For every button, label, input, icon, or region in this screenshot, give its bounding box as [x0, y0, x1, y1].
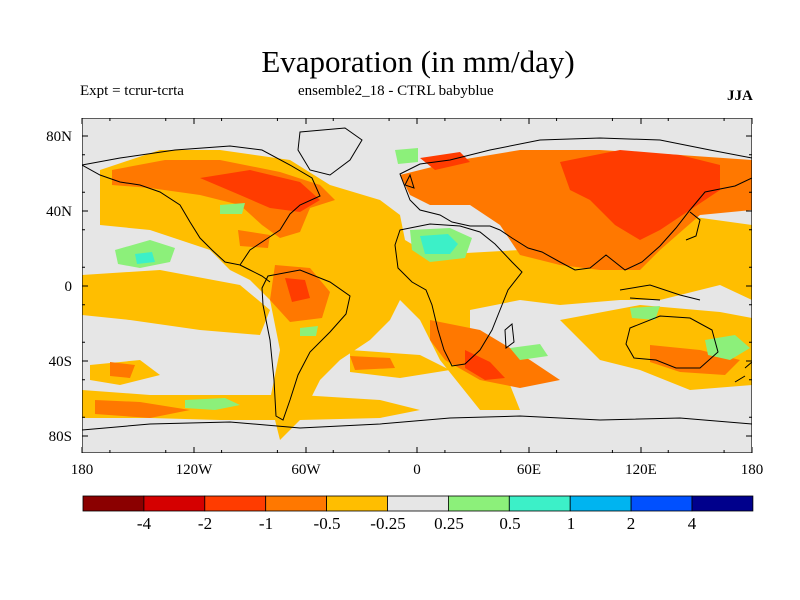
lat-label-80s: 80S	[49, 429, 72, 445]
subtitle-label: ensemble2_18 - CTRL babyblue	[298, 83, 494, 99]
colorbar-label: -0.5	[314, 514, 341, 533]
lon-label-180w: 180	[71, 462, 94, 478]
madagascar-outline	[504, 323, 515, 349]
eurasia-outline	[399, 137, 752, 271]
colorbar-label: -2	[198, 514, 212, 533]
latitude-labels: 80N 40N 0 40S 80S	[46, 129, 72, 445]
axis-ticks	[81, 118, 753, 453]
lat-label-40n: 40N	[46, 204, 72, 220]
colorbar-swatch	[508, 495, 571, 512]
colorbar-swatch	[82, 495, 145, 512]
uk-outline	[404, 173, 415, 189]
japan-outline	[685, 211, 701, 241]
north-america-outline	[82, 145, 321, 266]
experiment-label: Expt = tcrur-tcrta	[80, 83, 184, 99]
longitude-labels: 180 120W 60W 0 60E 120E 180	[71, 462, 764, 478]
colorbar-swatch	[630, 495, 693, 512]
lon-label-60e: 60E	[517, 462, 541, 478]
lat-label-80n: 80N	[46, 129, 72, 145]
map-panel	[82, 118, 752, 453]
lon-label-120w: 120W	[176, 462, 214, 478]
greenland-outline	[297, 127, 363, 176]
contour-field-red	[200, 150, 720, 380]
colorbar-label: 1	[567, 514, 576, 533]
colorbar-label: 0.5	[499, 514, 520, 533]
colorbar-swatch	[569, 495, 632, 512]
contour-field-teal	[135, 234, 458, 264]
south-america-outline	[261, 269, 351, 421]
maritime-continent-outline	[619, 284, 701, 301]
colorbar-label: -1	[259, 514, 273, 533]
colorbar-label: -4	[137, 514, 152, 533]
colorbar-swatch	[387, 495, 449, 512]
africa-outline	[394, 223, 523, 367]
colorbar-label: -0.25	[370, 514, 405, 533]
antarctica-outline	[82, 415, 752, 431]
colorbar-swatch	[447, 495, 510, 512]
colorbar-swatch	[326, 495, 388, 512]
lon-label-60w: 60W	[291, 462, 321, 478]
colorbar-swatch	[143, 495, 206, 512]
lon-label-180e: 180	[741, 462, 764, 478]
colorbar	[82, 495, 754, 512]
colorbar-label: 0.25	[434, 514, 464, 533]
lat-label-0: 0	[65, 279, 73, 295]
colorbar-labels: -4 -2 -1 -0.5 -0.25 0.25 0.5 1 2 4	[137, 514, 697, 533]
coastlines	[82, 127, 752, 431]
chart-title: Evaporation (in mm/day)	[261, 44, 575, 79]
lat-label-40s: 40S	[49, 354, 72, 370]
colorbar-swatch	[265, 495, 328, 512]
lon-label-0: 0	[413, 462, 421, 478]
season-label: JJA	[727, 88, 753, 104]
colorbar-swatch	[204, 495, 267, 512]
colorbar-label: 2	[627, 514, 636, 533]
australia-outline	[625, 315, 719, 369]
colorbar-label: 4	[688, 514, 697, 533]
colorbar-swatch	[691, 495, 754, 512]
new-zealand-outline	[734, 361, 752, 383]
lon-label-120e: 120E	[625, 462, 657, 478]
